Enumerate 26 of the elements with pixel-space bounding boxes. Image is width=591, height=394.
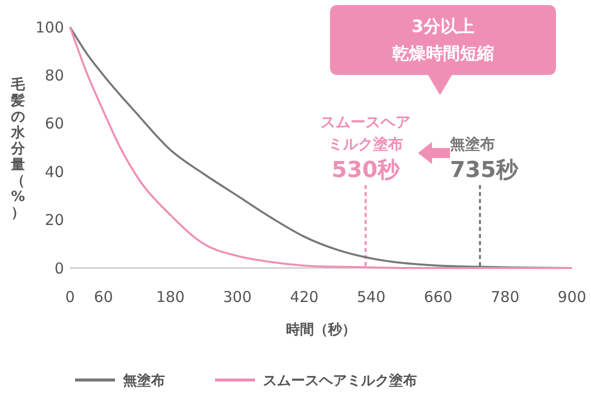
legend-label: 無塗布	[122, 372, 165, 389]
annotation: 無塗布	[448, 135, 495, 153]
x-tick-label: 180	[156, 288, 185, 306]
y-tick-label: 20	[44, 211, 64, 230]
annotation: 乾燥時間短縮	[392, 44, 494, 64]
annotation: スムースヘア	[320, 113, 411, 131]
y-tick-label: 40	[44, 162, 64, 181]
y-tick-label: 80	[44, 66, 64, 84]
x-tick-label: 300	[223, 288, 252, 306]
annotation: 3分以上	[412, 17, 474, 37]
x-axis-title: 時間（秒）	[286, 322, 356, 338]
x-tick-label: 60	[94, 288, 114, 306]
y-tick-label: 60	[44, 114, 64, 133]
x-tick-label: 660	[424, 288, 452, 306]
x-tick-label: 420	[290, 288, 319, 306]
x-tick-label: 780	[490, 288, 520, 306]
x-tick-label: 0	[65, 288, 75, 306]
legend-label: スムースヘアミルク塗布	[263, 372, 417, 389]
ref-line-label: 530秒	[332, 158, 401, 183]
y-tick-label: 0	[54, 259, 64, 278]
x-tick-label: 900	[558, 288, 586, 306]
annotation: ミルク塗布	[328, 135, 404, 153]
y-tick-label: 100	[35, 18, 64, 36]
ref-line-label: 735秒	[450, 158, 519, 183]
x-tick-label: 540	[356, 288, 386, 306]
text: 毛髪の水分量（%）	[10, 77, 26, 221]
